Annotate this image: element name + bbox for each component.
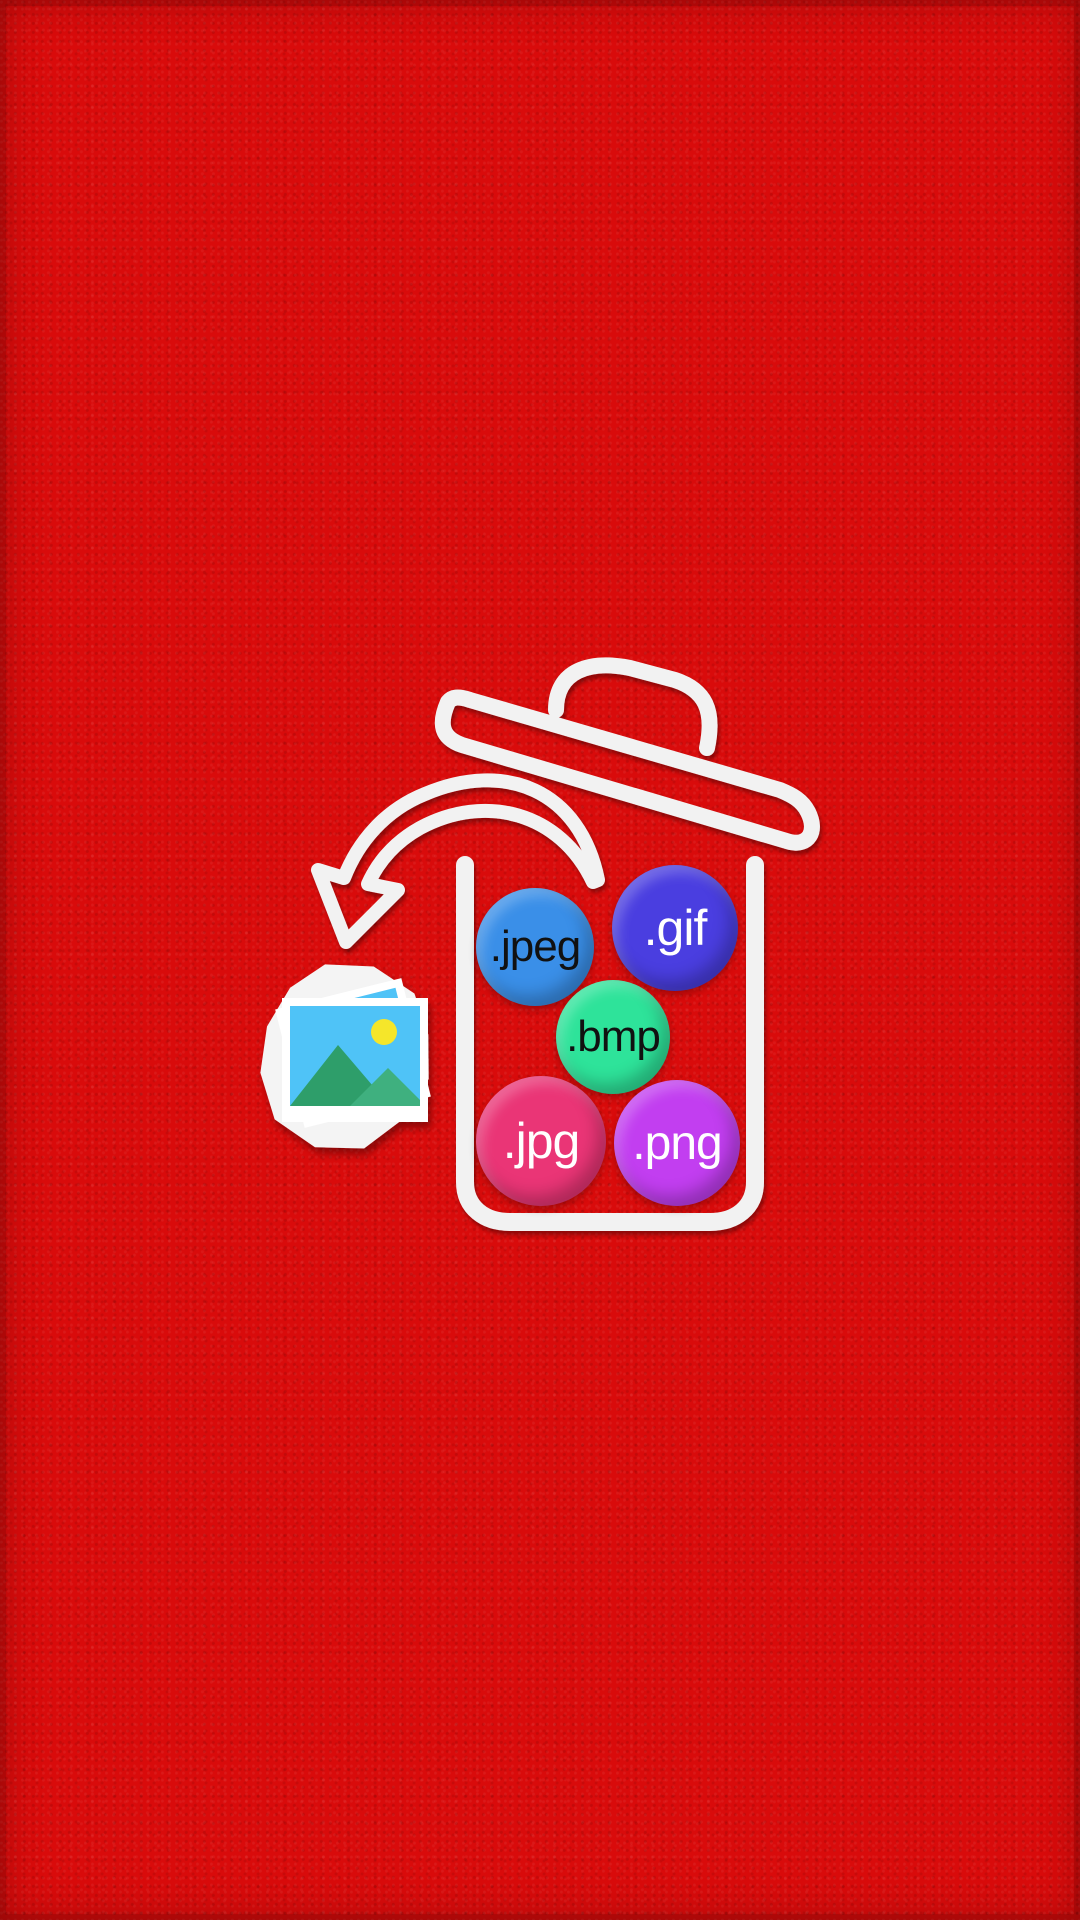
trash-lid-handle	[548, 657, 718, 756]
restore-arrow-icon	[311, 773, 605, 949]
trash-body	[456, 856, 764, 1231]
file-type-ball-jpeg: .jpeg	[476, 888, 594, 1006]
trash-lid	[434, 689, 820, 851]
file-type-ball-gif: .gif	[612, 865, 738, 991]
file-type-ball-bmp: .bmp	[556, 980, 670, 1094]
trash-bin-icon	[434, 657, 820, 1231]
file-type-ball-png: .png	[614, 1080, 740, 1206]
photo-stack-icon	[260, 964, 431, 1149]
file-type-ball-jpg: .jpg	[476, 1076, 606, 1206]
